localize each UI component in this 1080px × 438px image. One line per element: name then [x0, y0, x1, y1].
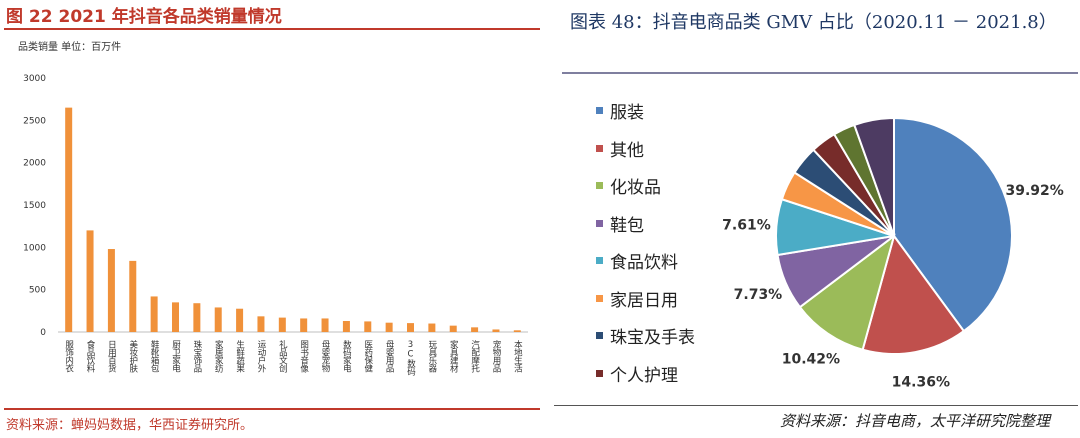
pie-slice	[861, 233, 966, 355]
bar	[150, 296, 158, 332]
legend-label: 服装	[610, 103, 644, 124]
pie-slice	[853, 116, 895, 237]
pie-chart-panel: 图表 48：抖音电商品类 GMV 占比（2020.11 － 2021.8） 39…	[548, 0, 1080, 438]
source-divider	[4, 408, 540, 410]
pie-legend: 服装其他化妆品鞋包食品饮料家居日用珠宝及手表个人护理	[596, 92, 695, 392]
legend-item: 个人护理	[596, 355, 695, 393]
legend-label: 珠宝及手表	[610, 328, 695, 349]
legend-swatch	[596, 369, 603, 377]
bar	[278, 317, 286, 332]
legend-label: 化妆品	[610, 178, 661, 199]
data-label: 14.36%	[892, 375, 950, 391]
bar-chart-source: 资料来源：蝉妈妈数据，华西证券研究所。	[6, 418, 254, 433]
data-label: 7.73%	[734, 287, 783, 303]
bar	[86, 230, 94, 332]
x-tick-label: 家具建材	[448, 339, 458, 372]
x-tick-label: 数码家电	[341, 339, 351, 372]
legend-item: 珠宝及手表	[596, 317, 695, 355]
x-tick-label: 生鲜蔬果	[235, 339, 245, 373]
legend-swatch	[596, 144, 603, 152]
y-tick-label: 2000	[23, 159, 46, 169]
y-tick-label: 1000	[23, 243, 46, 253]
pie-slice	[798, 233, 896, 351]
legend-swatch	[596, 257, 603, 265]
legend-swatch	[596, 332, 603, 340]
legend-label: 鞋包	[610, 215, 644, 236]
data-label: 10.42%	[782, 351, 840, 367]
data-label: 7.61%	[722, 218, 771, 234]
x-tick-label: 服饰内衣	[64, 340, 74, 373]
bar	[300, 318, 308, 332]
bar	[65, 107, 73, 332]
legend-swatch	[596, 219, 603, 227]
data-label: 39.92%	[1005, 183, 1063, 199]
pie-chart: 39.92% 14.36% 10.42% 7.73% 7.61%	[722, 116, 1064, 391]
x-tick-label: 食品饮料	[85, 339, 95, 373]
bar	[492, 329, 500, 332]
bar	[193, 303, 201, 332]
legend-item: 化妆品	[596, 167, 695, 205]
legend-item: 家居日用	[596, 280, 695, 318]
pie-slice	[893, 116, 1013, 333]
bar	[257, 316, 265, 332]
y-tick-label: 1500	[23, 201, 46, 211]
legend-item: 食品饮料	[596, 242, 695, 280]
legend-swatch	[596, 294, 603, 302]
x-tick-label: 美妆护肤	[128, 339, 138, 373]
x-tick-label: 运动户外	[256, 340, 266, 373]
x-tick-label: 玩具乐器	[427, 340, 437, 373]
title-divider	[4, 28, 540, 30]
x-tick-label: 3C数码	[406, 340, 416, 376]
bar	[236, 308, 244, 332]
bar-chart-title: 图 22 2021 年抖音各品类销量情况	[6, 7, 282, 27]
x-tick-label: 图书音像	[299, 340, 309, 372]
title-divider	[562, 72, 1078, 74]
x-tick-label: 鞋靴箱包	[149, 339, 159, 372]
bar-chart-panel: 图 22 2021 年抖音各品类销量情况 品类销量 单位：百万件 0 500 100…	[4, 7, 540, 433]
x-tick-label: 宠物用品	[491, 339, 501, 373]
legend-item: 鞋包	[596, 205, 695, 243]
bar	[513, 330, 521, 332]
legend-label: 家居日用	[610, 290, 678, 311]
bar	[172, 302, 179, 332]
legend-swatch	[596, 182, 603, 190]
legend-label: 其他	[610, 140, 644, 161]
bar	[321, 318, 329, 332]
bar	[449, 325, 457, 332]
x-tick-label: 母婴宠物	[320, 340, 330, 373]
x-tick-label: 厨卫家电	[171, 340, 181, 372]
legend-label: 食品饮料	[610, 253, 678, 274]
bar	[129, 260, 137, 332]
x-tick-label: 母婴用品	[384, 340, 394, 373]
legend-swatch	[596, 107, 603, 115]
x-tick-label: 汽配摩托	[470, 339, 480, 372]
bar	[342, 320, 350, 332]
bar	[107, 249, 115, 332]
y-tick-label: 500	[29, 286, 46, 296]
bar	[471, 327, 479, 332]
bar	[214, 307, 222, 332]
x-tick-label: 家居家纺	[213, 339, 223, 373]
pie-chart-source: 资料来源：抖音电商，太平洋研究院整理	[779, 412, 1050, 430]
bar	[364, 321, 372, 332]
unit-label: 品类销量 单位：百万件	[18, 42, 122, 53]
x-tick-label: 珠宝饰品	[192, 339, 202, 373]
legend-label: 个人护理	[610, 365, 678, 386]
y-tick-label: 2500	[23, 116, 46, 126]
bar	[385, 322, 393, 332]
pie-chart-title: 图表 48：抖音电商品类 GMV 占比（2020.11 － 2021.8）	[570, 12, 1057, 33]
y-tick-label: 0	[40, 328, 46, 338]
bar-chart: 0 500 1000 1500 2000 2500 3000 服饰内衣 食品饮料 日用百货 美妆护肤…	[23, 74, 528, 376]
y-tick-label: 3000	[23, 74, 46, 84]
x-tick-label: 本地生活	[512, 339, 522, 373]
legend-item: 其他	[596, 130, 695, 168]
source-divider	[554, 405, 1078, 406]
x-tick-label: 礼品文创	[277, 339, 287, 373]
bar	[428, 323, 436, 332]
legend-item: 服装	[596, 92, 695, 130]
x-tick-label: 日用百货	[106, 340, 116, 373]
x-tick-label: 医药保健	[363, 340, 373, 373]
bar	[407, 323, 414, 332]
